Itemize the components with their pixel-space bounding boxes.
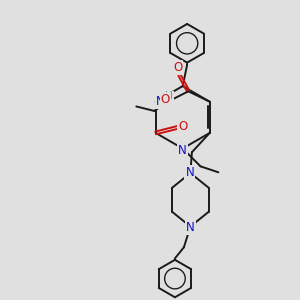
Text: N: N <box>178 143 187 157</box>
Text: O: O <box>173 61 182 74</box>
Text: O: O <box>161 92 170 106</box>
Text: N: N <box>156 95 164 108</box>
Text: N: N <box>185 166 194 179</box>
Text: N: N <box>186 220 195 234</box>
Text: H: H <box>165 92 173 101</box>
Text: O: O <box>178 120 188 133</box>
